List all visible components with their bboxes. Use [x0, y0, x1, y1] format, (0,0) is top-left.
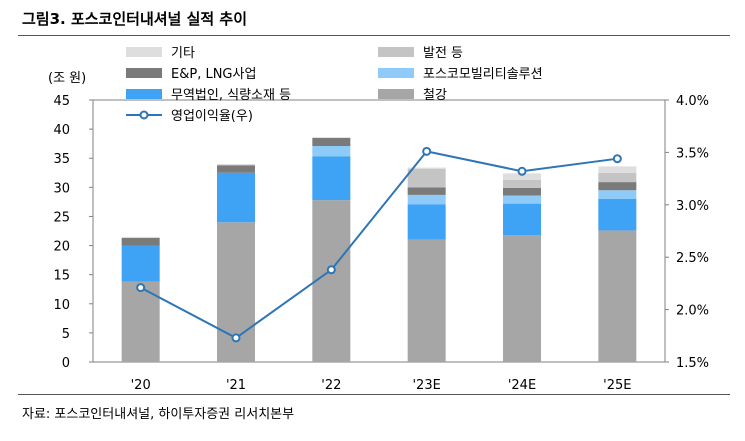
legend-label: 발전 등: [423, 46, 463, 61]
legend-label: 기타: [171, 46, 195, 61]
legend-label: 포스코모빌리티솔루션: [423, 67, 543, 82]
margin-point: [231, 333, 241, 343]
y-tick-label: 25: [53, 210, 70, 225]
y2-tick-label: 2.0%: [676, 304, 709, 319]
y-tick-label: 10: [53, 298, 70, 313]
y-tick-label: 40: [53, 123, 70, 138]
chart-svg: 0 5 10 15 20 25 30 35 40 45 1.5% 2.0% 2.5% 3.0% 3.5% 4…: [48, 46, 709, 393]
bar-segment: [598, 230, 637, 362]
bar-segment: [598, 172, 637, 183]
x-tick-label: '24E: [508, 378, 536, 393]
bar-segment: [598, 198, 637, 231]
bar-segment: [503, 179, 541, 188]
bar-segment: [503, 187, 541, 196]
y-tick-label: 5: [62, 327, 70, 342]
legend-swatch: [126, 89, 162, 99]
margin-point: [422, 146, 432, 156]
source-divider: [18, 394, 730, 395]
y-tick-label: 30: [53, 181, 70, 196]
bar-segment: [407, 204, 446, 240]
bar-segment: [407, 187, 446, 195]
bar-segment: [217, 164, 255, 166]
bar-segment: [312, 156, 351, 201]
y-axis-right: 1.5% 2.0% 2.5% 3.0% 3.5% 4.0%: [665, 94, 709, 371]
legend-label: 무역법인, 식량소재 등: [171, 88, 291, 103]
bar-segment: [407, 167, 446, 169]
x-tick-label: '20: [131, 378, 151, 393]
legend-label: 철강: [423, 88, 447, 103]
bar-segment: [407, 239, 446, 362]
x-tick-label: '25E: [603, 378, 631, 393]
bar-segment: [503, 203, 541, 236]
bar-segment: [217, 165, 255, 173]
y2-tick-label: 1.5%: [676, 356, 709, 371]
bar-segment: [503, 195, 541, 204]
margin-point: [326, 265, 336, 275]
left-unit-label: (조 원): [48, 71, 86, 86]
source-note: 자료: 포스코인터내셔널, 하이투자증권 리서치본부: [22, 407, 295, 422]
bar-segment: [598, 182, 637, 191]
y-tick-label: 45: [53, 94, 70, 109]
y2-tick-label: 3.5%: [676, 146, 709, 161]
y-tick-label: 20: [53, 240, 70, 255]
y2-tick-label: 2.5%: [676, 251, 709, 266]
bar-segment: [217, 172, 255, 223]
bar-segment: [312, 137, 351, 146]
bar-segment: [312, 145, 351, 157]
bar-segment: [598, 190, 637, 199]
legend-swatch: [378, 47, 414, 57]
bar-segment: [312, 137, 351, 138]
y2-tick-label: 4.0%: [676, 94, 709, 109]
legend-label: 영업이익율(우): [171, 109, 253, 124]
y-axis-left: 0 5 10 15 20 25 30 35 40 45: [53, 94, 93, 371]
y-tick-label: 35: [53, 152, 70, 167]
bar-segment: [121, 245, 160, 282]
legend-label: E&P, LNG사업: [171, 67, 256, 82]
figure-title: 그림3. 포스코인터내셔널 실적 추이: [22, 10, 248, 28]
legend-swatch: [126, 68, 162, 78]
bar-segment: [598, 166, 637, 173]
x-axis: '20 '21 '22 '23E '24E '25E: [131, 378, 632, 393]
margin-point: [612, 154, 622, 164]
bar-segment: [503, 235, 541, 362]
y2-tick-label: 3.0%: [676, 199, 709, 214]
legend-swatch: [378, 89, 414, 99]
plot-frame: [92, 99, 666, 363]
legend-swatch: [126, 47, 162, 57]
margin-point: [136, 283, 146, 293]
margin-point: [517, 166, 527, 176]
y-tick-label: 15: [53, 269, 70, 284]
title-divider: [18, 35, 730, 36]
bar-segment: [121, 236, 160, 238]
bar-segment: [121, 237, 160, 246]
bar-segment: [407, 194, 446, 205]
bars-group: [121, 137, 637, 362]
legend-line-marker: [139, 110, 149, 120]
line-group: [136, 146, 622, 343]
bar-segment: [503, 173, 541, 180]
bar-segment: [312, 200, 351, 362]
x-tick-label: '22: [321, 378, 341, 393]
x-tick-label: '21: [226, 378, 246, 393]
bar-segment: [407, 168, 446, 188]
legend-swatch: [378, 68, 414, 78]
margin-line: [140, 150, 618, 340]
x-tick-label: '23E: [412, 378, 440, 393]
y-tick-label: 0: [62, 356, 70, 371]
